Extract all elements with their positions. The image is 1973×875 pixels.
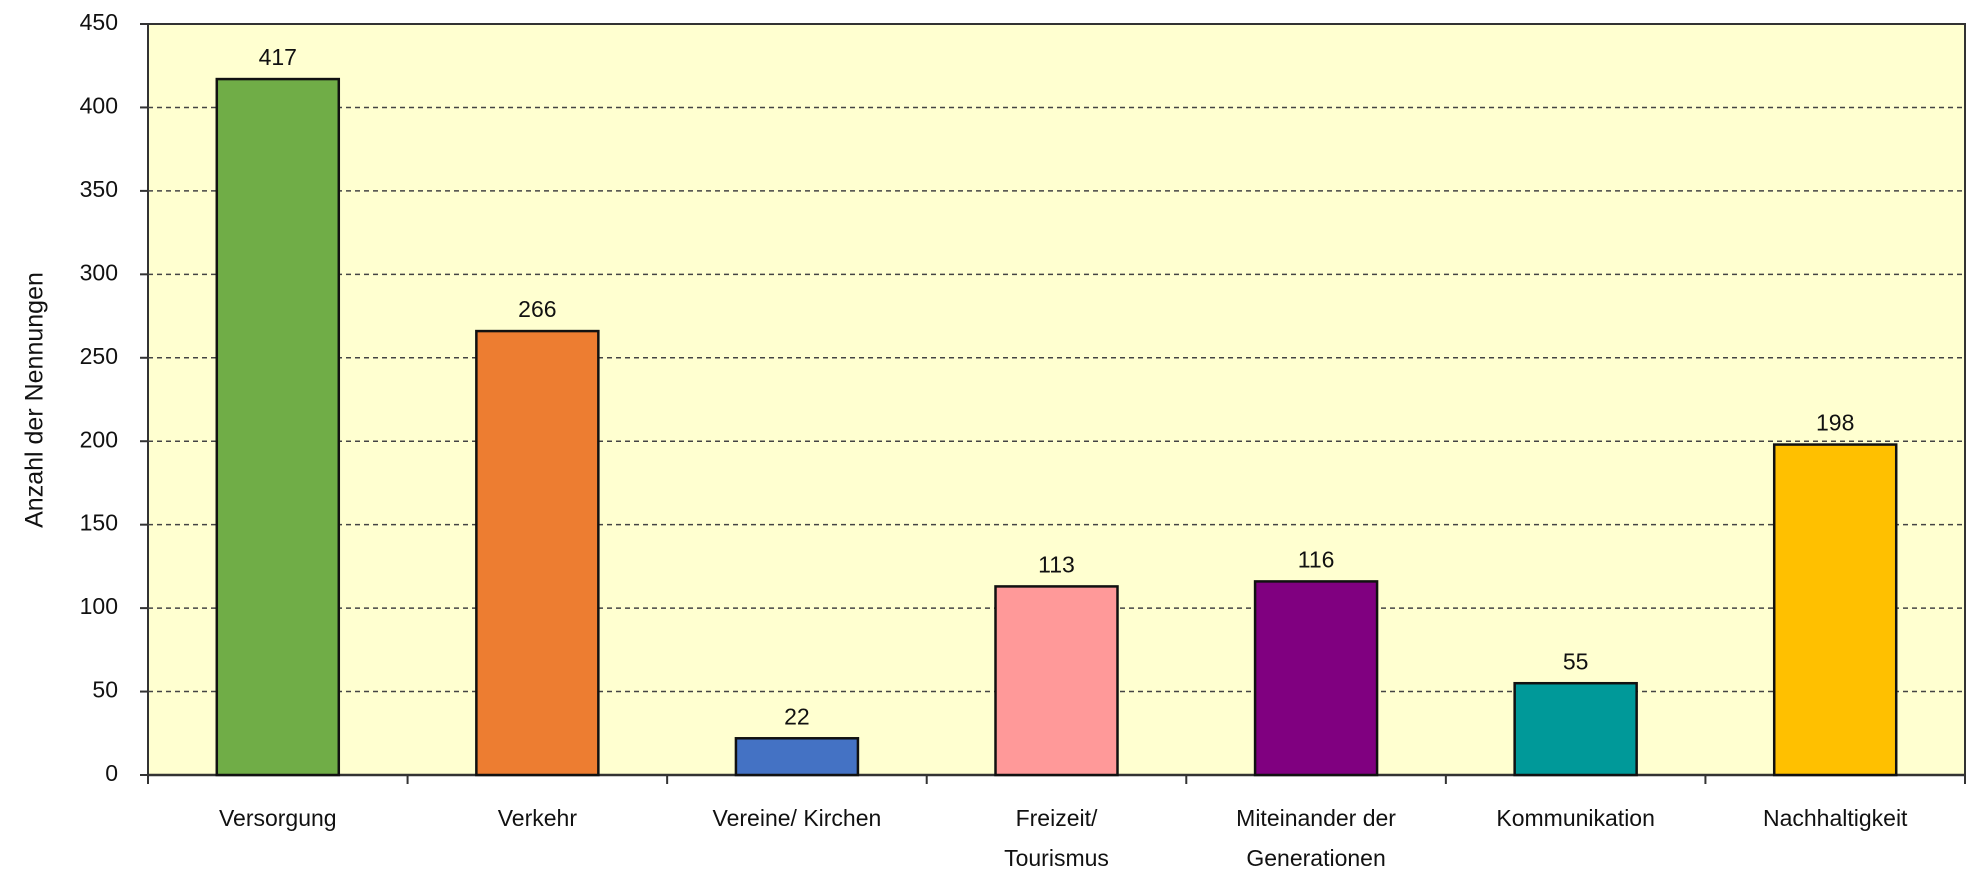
- bar: [1772, 443, 1898, 777]
- data-label: 22: [784, 703, 810, 729]
- data-label: 116: [1298, 546, 1335, 572]
- y-tick-label: 200: [80, 426, 118, 452]
- y-tick-label: 250: [80, 343, 118, 369]
- y-tick-label: 400: [80, 93, 118, 119]
- bar: [1253, 580, 1379, 777]
- y-tick-label: 300: [80, 259, 118, 285]
- y-tick-label: 100: [80, 593, 118, 619]
- x-tick-label: Versorgung: [219, 805, 337, 831]
- x-tick-label: Vereine/ Kirchen: [713, 805, 882, 831]
- y-axis-label: Anzahl der Nennungen: [21, 272, 49, 528]
- x-tick-label: Nachhaltigkeit: [1763, 805, 1908, 831]
- y-tick-label: 50: [92, 677, 118, 703]
- x-tick-label: Kommunikation: [1496, 805, 1655, 831]
- bar: [994, 585, 1119, 777]
- y-tick-label: 0: [105, 760, 118, 786]
- data-label: 417: [259, 44, 297, 70]
- y-tick-label: 450: [80, 9, 118, 35]
- y-tick-label: 350: [80, 176, 118, 202]
- data-label: 55: [1563, 648, 1589, 674]
- y-tick-label: 150: [80, 510, 118, 536]
- bar: [734, 737, 860, 777]
- data-label: 198: [1816, 410, 1854, 436]
- bar: [475, 329, 600, 777]
- data-label: 113: [1038, 551, 1075, 577]
- data-label: 266: [518, 296, 556, 322]
- bar: [1513, 681, 1638, 777]
- bar: [215, 77, 341, 777]
- x-tick-label: Freizeit/Tourismus: [1004, 805, 1109, 871]
- x-tick-label: Verkehr: [498, 805, 578, 831]
- x-tick-label: Miteinander der Generationen: [1236, 805, 1396, 871]
